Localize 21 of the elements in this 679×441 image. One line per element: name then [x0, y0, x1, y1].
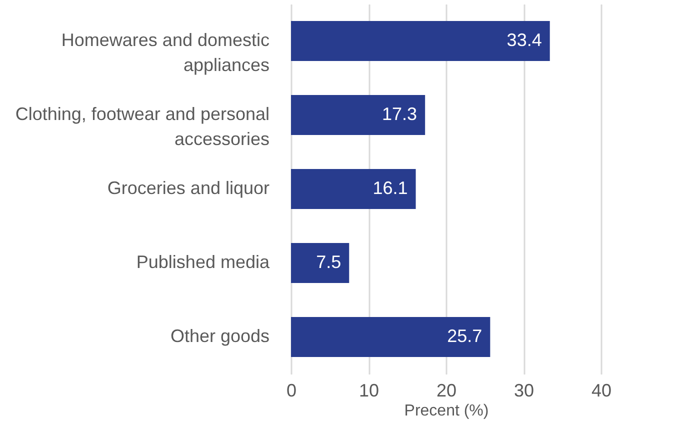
x-tick-label: 30 — [514, 380, 534, 400]
x-tick-label: 20 — [436, 380, 457, 400]
bar — [291, 317, 490, 357]
bar — [291, 95, 426, 135]
bar — [291, 169, 416, 209]
bar — [291, 243, 350, 283]
data-label: 17.3 — [382, 104, 418, 124]
x-tick-label: 0 — [286, 380, 297, 400]
data-label: 25.7 — [447, 326, 482, 346]
y-tick-label: Homewares and domestic appliances — [61, 30, 270, 75]
data-label: 16.1 — [372, 178, 408, 198]
x-axis-title: Precent (%) — [404, 402, 489, 420]
x-tick-label: 40 — [591, 380, 612, 400]
y-tick-label: Groceries and liquor — [107, 178, 270, 198]
data-label: 7.5 — [316, 252, 342, 272]
y-tick-label: Clothing, footwear and personal accessories — [15, 104, 270, 149]
x-tick-label: 10 — [358, 380, 380, 400]
y-tick-label: Other goods — [170, 326, 270, 346]
bar — [291, 21, 550, 61]
data-label: 33.4 — [506, 30, 542, 50]
y-tick-label: Published media — [136, 252, 270, 272]
